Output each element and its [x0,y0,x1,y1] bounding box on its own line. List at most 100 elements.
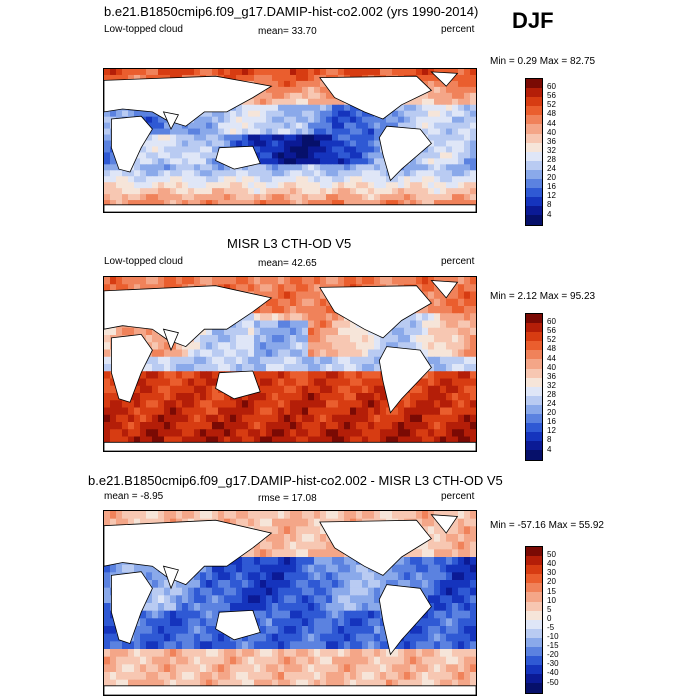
map-cell [356,122,363,130]
map-cell [290,618,297,627]
map-cell [218,277,225,285]
map-cell [374,511,381,520]
colorbar-swatch [526,377,542,387]
map-cell [170,511,177,520]
map-cell [104,672,111,681]
map-cell [470,549,476,558]
map-cell [338,626,345,635]
map-cell [104,378,111,387]
map-cell [320,414,327,423]
map-cell [224,436,231,445]
map-cell [164,364,171,372]
map-cell [314,128,321,136]
map-cell [434,610,441,619]
map-cell [284,164,291,171]
map-cell [152,128,159,136]
map-cell [452,626,459,635]
map-cell [296,534,303,543]
map-cell [314,580,321,589]
map-cell [266,188,273,195]
map-cell [440,170,447,177]
panel3-title: b.e21.B1850cmip6.f09_g17.DAMIP-hist-co2.… [88,473,503,488]
map-cell [260,327,267,336]
map-cell [182,349,189,358]
colorbar-tick-label: 12 [547,426,556,436]
map-cell [230,595,237,604]
map-cell [266,400,273,409]
map-cell [272,327,279,336]
map-cell [116,672,123,681]
map-cell [146,327,153,336]
map-cell [464,679,471,688]
colorbar-swatch [526,432,542,442]
map-cell [194,407,201,416]
map-cell [374,146,381,154]
map-cell [242,664,249,673]
map-cell [242,327,249,336]
map-cell [224,164,231,171]
map-cell [410,110,417,118]
continent-outline [430,71,459,87]
map-cell [458,104,465,112]
map-cell [302,511,309,520]
map-cell [290,342,297,351]
map-cell [320,98,327,106]
map-cell [146,277,153,285]
map-cell [422,618,429,627]
map-cell [446,672,453,681]
map-cell [206,188,213,195]
map-cell [296,649,303,658]
map-cell [308,104,315,112]
map-cell [422,104,429,112]
map-cell [302,284,309,293]
map-cell [464,128,471,136]
map-cell [290,284,297,293]
map-cell [152,656,159,665]
map-cell [248,557,255,566]
map-cell [272,134,279,142]
map-cell [218,342,225,351]
map-cell [188,176,195,183]
map-cell [374,122,381,130]
map-cell [368,146,375,154]
map-cell [146,356,153,365]
map-cell [332,679,339,688]
map-cell [110,277,117,285]
map-cell [104,284,111,293]
map-cell [260,378,267,387]
map-cell [458,422,465,430]
map-cell [320,182,327,189]
map-cell [308,194,315,201]
panel3-map [103,510,477,696]
map-cell [296,429,303,438]
map-cell [320,393,327,401]
map-cell [398,414,405,423]
map-cell [308,140,315,148]
map-cell [164,378,171,387]
map-cell [254,116,261,124]
map-cell [236,134,243,142]
map-cell [422,414,429,423]
map-cell [314,92,321,100]
map-cell [326,170,333,177]
map-cell [260,104,267,112]
map-cell [272,541,279,550]
map-cell [452,534,459,543]
map-cell [344,572,351,581]
map-cell [188,200,195,207]
map-cell [440,656,447,665]
map-cell [386,335,393,343]
map-cell [452,194,459,201]
map-cell [470,188,476,195]
map-cell [338,679,345,688]
map-cell [470,572,476,581]
map-cell [212,407,219,416]
map-cell [152,371,159,380]
map-cell [230,134,237,142]
map-cell [440,672,447,681]
map-cell [212,385,219,394]
map-cell [374,164,381,171]
map-cell [212,335,219,343]
map-cell [194,385,201,394]
map-cell [182,277,189,285]
